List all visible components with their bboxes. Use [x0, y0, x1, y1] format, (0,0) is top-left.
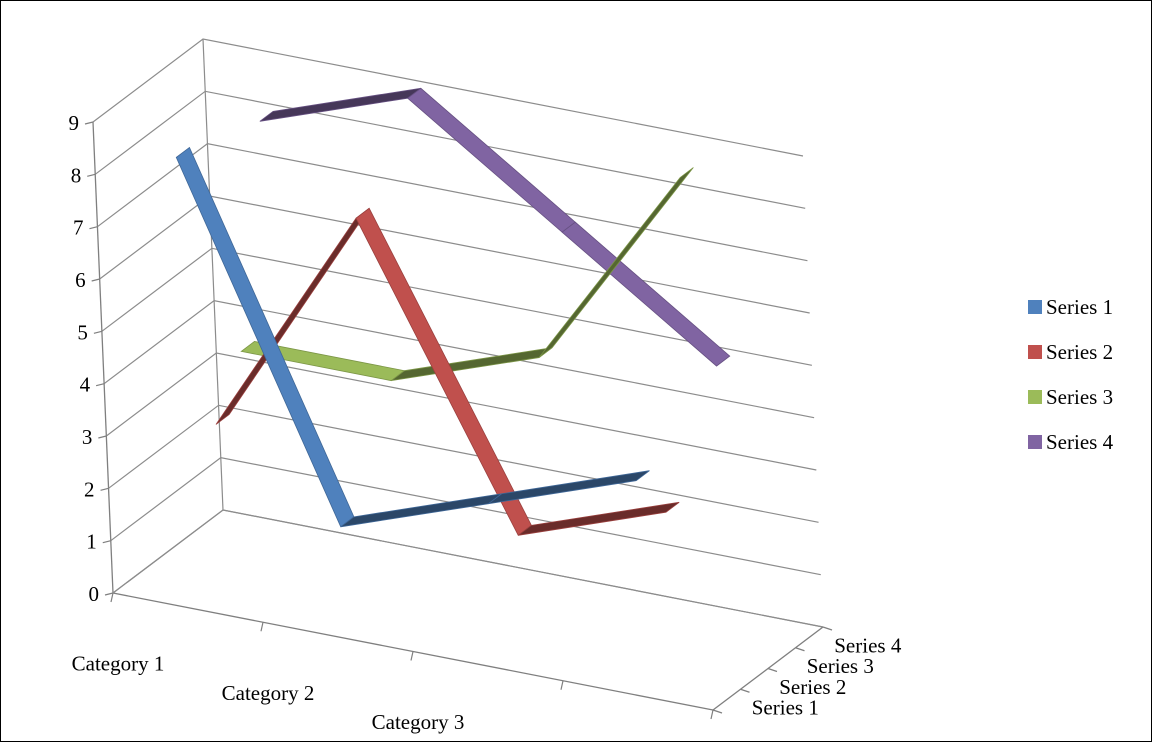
series-ribbon — [259, 87, 731, 367]
series-segment — [538, 167, 694, 358]
series-segment — [175, 146, 355, 528]
value-tick — [89, 226, 98, 230]
value-tick-label: 9 — [69, 111, 80, 135]
legend-label: Series 2 — [1046, 340, 1113, 364]
category-tick — [710, 709, 714, 720]
series-tick — [822, 626, 833, 631]
series-segment — [488, 470, 650, 505]
value-tick-label: 7 — [73, 216, 84, 240]
series-axis-label: Series 2 — [779, 675, 846, 699]
series-segment — [340, 493, 502, 528]
series-axis-label: Series 4 — [834, 633, 902, 657]
value-tick — [102, 540, 111, 544]
chart-legend: Series 1 Series 2 Series 3 Series 4 — [1028, 295, 1114, 454]
series-ribbon — [240, 167, 694, 382]
value-tick-label: 3 — [82, 425, 93, 449]
category-tick — [560, 680, 564, 690]
category-label: Category 4 — [522, 739, 615, 741]
value-tick-label: 2 — [84, 477, 95, 501]
series-axis-label: Series 1 — [752, 696, 819, 720]
value-tick — [91, 278, 100, 282]
series-segment — [517, 501, 680, 536]
legend-swatch — [1028, 345, 1042, 359]
gridline — [112, 509, 824, 628]
value-tick-label: 5 — [77, 320, 88, 344]
series-tick — [767, 667, 778, 673]
series-segment — [561, 221, 731, 367]
value-tick — [98, 435, 107, 439]
legend-label: Series 1 — [1046, 295, 1113, 319]
value-tick-label: 0 — [89, 582, 100, 606]
chart-gridlines — [92, 38, 824, 628]
category-tick — [260, 622, 264, 632]
chart-ribbons — [175, 87, 731, 536]
value-tick — [87, 173, 96, 177]
wall-edge — [202, 38, 224, 511]
series-segment — [407, 87, 576, 233]
legend-swatch — [1028, 300, 1042, 314]
legend-label: Series 3 — [1046, 385, 1113, 409]
category-tick — [410, 651, 414, 661]
chart-axes — [84, 121, 833, 720]
series-tick — [712, 709, 723, 714]
value-tick-label: 6 — [75, 268, 86, 292]
floor-edge — [112, 509, 824, 628]
series-axis-label: Series 3 — [807, 654, 874, 678]
category-tick — [110, 592, 114, 603]
series-ribbon — [175, 146, 650, 528]
value-tick — [100, 487, 109, 491]
series-tick — [795, 647, 805, 652]
legend-swatch — [1028, 390, 1042, 404]
legend-label: Series 4 — [1046, 430, 1114, 454]
value-tick-label: 4 — [80, 373, 91, 397]
series-tick — [740, 688, 750, 693]
category-label: Category 3 — [372, 710, 465, 734]
value-tick-label: 8 — [71, 163, 82, 187]
value-tick — [93, 330, 103, 334]
legend-swatch — [1028, 435, 1042, 449]
value-tick-label: 1 — [86, 530, 97, 554]
value-tick — [104, 592, 114, 596]
value-axis-line — [92, 121, 114, 594]
value-tick — [84, 121, 94, 125]
category-label: Category 1 — [72, 652, 165, 676]
series-ribbon — [215, 207, 680, 536]
category-label: Category 2 — [222, 681, 315, 705]
series-segment — [391, 347, 553, 382]
value-tick — [95, 383, 105, 387]
chart-axis-labels: 0 1 2 3 4 5 6 7 8 9 Category 1 Category 2 Category 3… — [69, 111, 902, 741]
series-segment — [259, 87, 422, 122]
